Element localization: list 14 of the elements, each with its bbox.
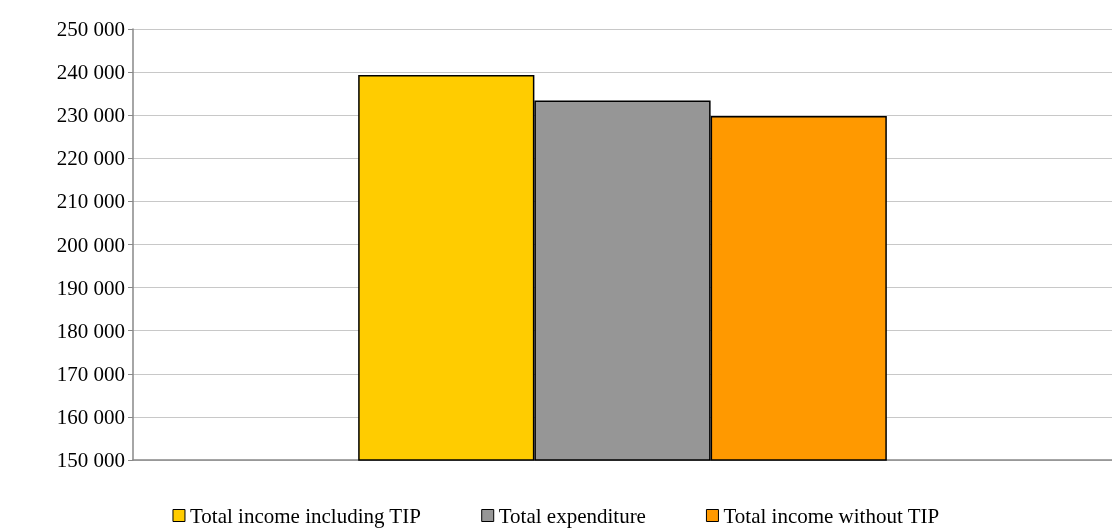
legend-label: Total expenditure [498,503,646,528]
legend-label: Total income without TIP [723,503,940,528]
y-tick-label: 250 000 [56,17,125,41]
y-tick-label: 170 000 [56,361,125,386]
y-tick-label: 200 000 [56,232,125,257]
y-tick-label: 190 000 [56,275,125,300]
y-tick-label: 210 000 [56,189,125,214]
y-tick-label: 150 000 [56,448,125,472]
y-tick-label: 230 000 [56,103,125,128]
y-tick-label: 160 000 [56,404,125,429]
legend-label: Total income including TIP [189,503,421,528]
y-tick-label: 180 000 [56,318,125,343]
y-tick-label: 240 000 [56,60,125,85]
y-tick-label: 220 000 [56,146,125,171]
